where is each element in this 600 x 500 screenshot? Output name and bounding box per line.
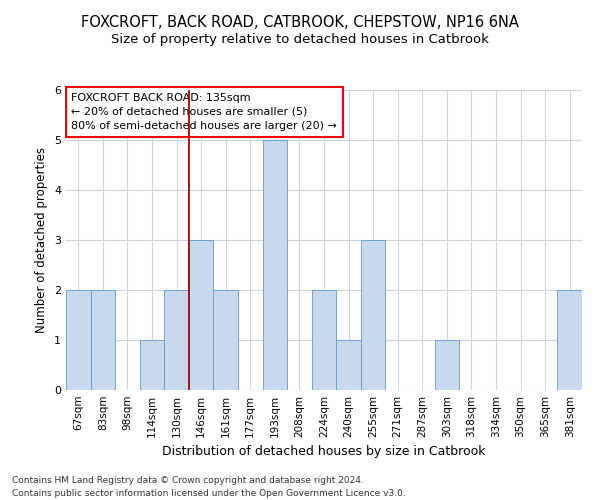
Bar — [91, 290, 115, 390]
Bar — [164, 290, 189, 390]
Bar — [434, 340, 459, 390]
Bar — [66, 290, 91, 390]
Text: FOXCROFT BACK ROAD: 135sqm
← 20% of detached houses are smaller (5)
80% of semi-: FOXCROFT BACK ROAD: 135sqm ← 20% of deta… — [71, 93, 337, 131]
X-axis label: Distribution of detached houses by size in Catbrook: Distribution of detached houses by size … — [162, 446, 486, 458]
Bar — [557, 290, 582, 390]
Text: Size of property relative to detached houses in Catbrook: Size of property relative to detached ho… — [111, 32, 489, 46]
Text: FOXCROFT, BACK ROAD, CATBROOK, CHEPSTOW, NP16 6NA: FOXCROFT, BACK ROAD, CATBROOK, CHEPSTOW,… — [81, 15, 519, 30]
Bar — [140, 340, 164, 390]
Y-axis label: Number of detached properties: Number of detached properties — [35, 147, 49, 333]
Bar — [214, 290, 238, 390]
Bar — [361, 240, 385, 390]
Bar — [263, 140, 287, 390]
Bar — [189, 240, 214, 390]
Text: Contains HM Land Registry data © Crown copyright and database right 2024.: Contains HM Land Registry data © Crown c… — [12, 476, 364, 485]
Bar — [312, 290, 336, 390]
Text: Contains public sector information licensed under the Open Government Licence v3: Contains public sector information licen… — [12, 488, 406, 498]
Bar — [336, 340, 361, 390]
